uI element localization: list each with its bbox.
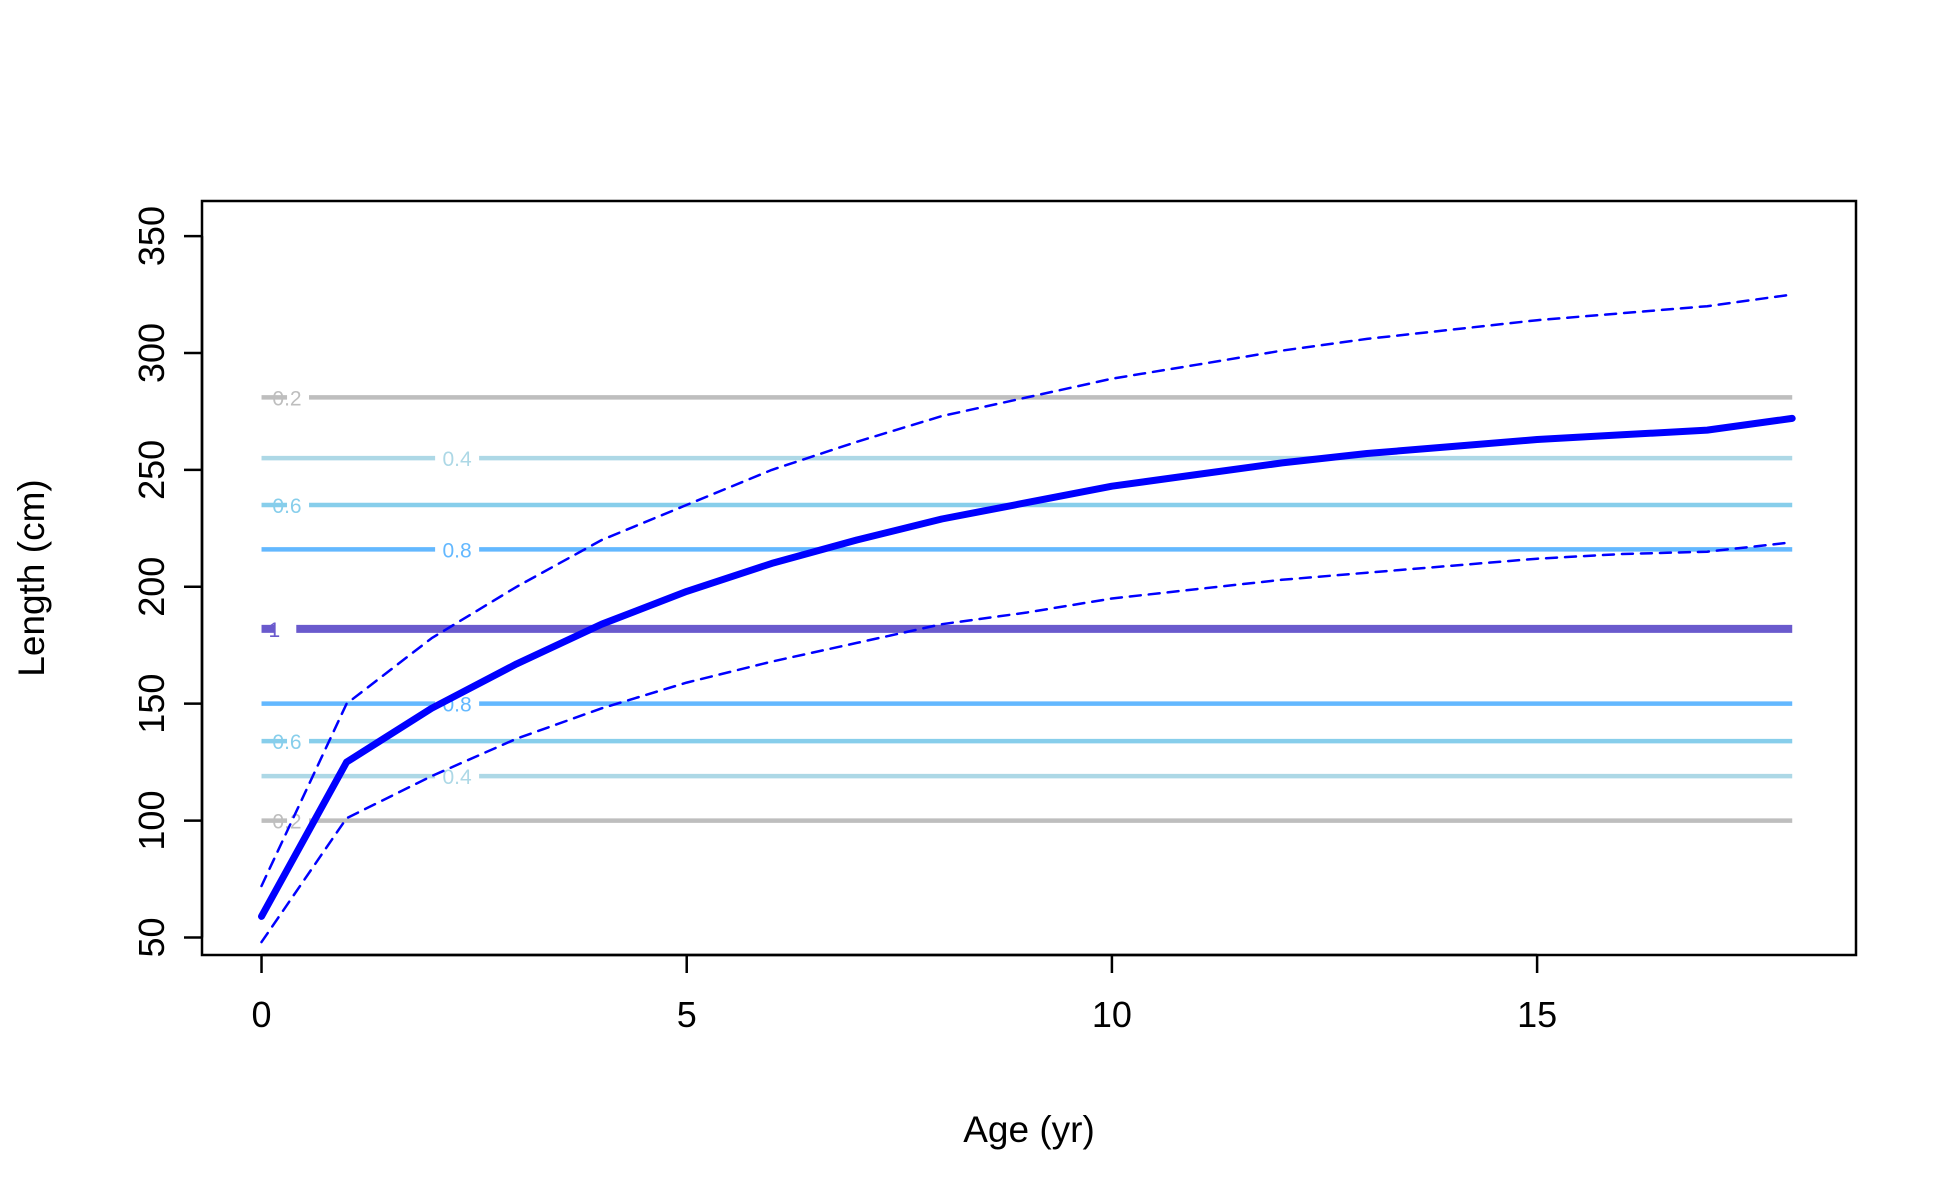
x-tick-label: 10 [1092, 994, 1132, 1035]
y-tick-label: 350 [131, 206, 172, 266]
contour-lines: 0.20.40.60.810.80.60.40.2 [261, 387, 1793, 834]
x-tick-label: 15 [1517, 994, 1557, 1035]
x-axis-title: Age (yr) [963, 1109, 1095, 1150]
series-line-mean [258, 414, 1796, 920]
x-axis: 0 5 10 15 [252, 953, 1557, 1035]
contour-label: 0.6 [272, 495, 301, 518]
series-line-interval [260, 541, 1794, 944]
contour-label: 0.8 [443, 539, 472, 562]
contour-label: 0.4 [443, 448, 473, 471]
y-tick-label: 250 [131, 440, 172, 500]
y-tick-label: 300 [131, 323, 172, 383]
y-tick-label: 150 [131, 674, 172, 734]
y-tick-label: 100 [131, 791, 172, 851]
data-series [258, 293, 1796, 944]
contour-label: 1 [268, 619, 280, 642]
contour-label: 0.4 [443, 766, 473, 789]
contour-label: 0.6 [272, 731, 301, 754]
x-tick-label: 0 [252, 994, 272, 1035]
contour-label: 0.2 [272, 387, 301, 410]
series-line-interval [260, 293, 1794, 888]
y-axis: 50 100 150 200 250 300 350 [131, 206, 204, 957]
x-tick-label: 5 [677, 994, 697, 1035]
y-tick-label: 200 [131, 557, 172, 617]
y-tick-label: 50 [131, 917, 172, 957]
y-axis-title: Length (cm) [11, 479, 52, 676]
